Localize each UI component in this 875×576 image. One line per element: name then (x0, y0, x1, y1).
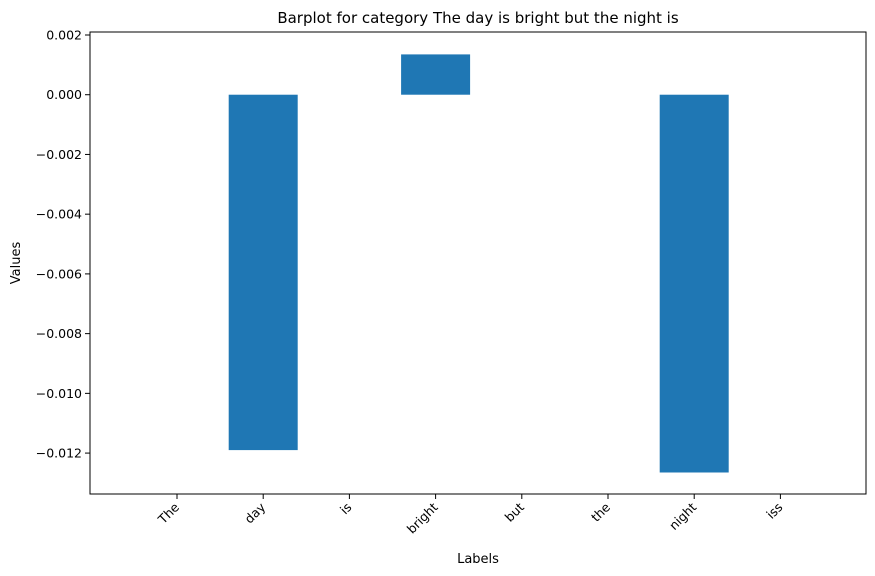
plot-frame (89, 31, 867, 495)
x-tick-label: the (588, 499, 613, 524)
bar-day (228, 94, 298, 451)
y-axis: 0.002 0.000 −0.002 −0.004 −0.006 −0.008 −0.010… (36, 27, 90, 461)
y-tick-label: −0.004 (36, 207, 82, 222)
y-tick-label: −0.008 (36, 326, 82, 341)
x-tick-label: day (241, 499, 268, 526)
y-tick-label: 0.000 (46, 87, 82, 102)
x-tick-label: The (154, 499, 182, 527)
y-tick-label: −0.006 (36, 266, 82, 281)
y-tick-label: −0.012 (36, 446, 82, 461)
y-tick-label: 0.002 (46, 27, 82, 42)
chart-title: Barplot for category The day is bright b… (277, 9, 679, 27)
bars-group (228, 54, 729, 473)
x-tick-label: is (337, 500, 355, 518)
x-tick-label: but (502, 499, 527, 524)
x-tick-label: bright (404, 499, 441, 536)
bar-bright (401, 54, 471, 95)
y-tick-label: −0.010 (36, 386, 82, 401)
y-tick-label: −0.002 (36, 147, 82, 162)
bar-night (659, 94, 729, 473)
y-axis-label: Values (9, 242, 24, 285)
x-axis: The day is bright but the night iss (154, 494, 786, 537)
x-tick-label: night (666, 499, 699, 532)
x-axis-label: Labels (457, 552, 499, 567)
x-tick-label: iss (763, 500, 785, 522)
